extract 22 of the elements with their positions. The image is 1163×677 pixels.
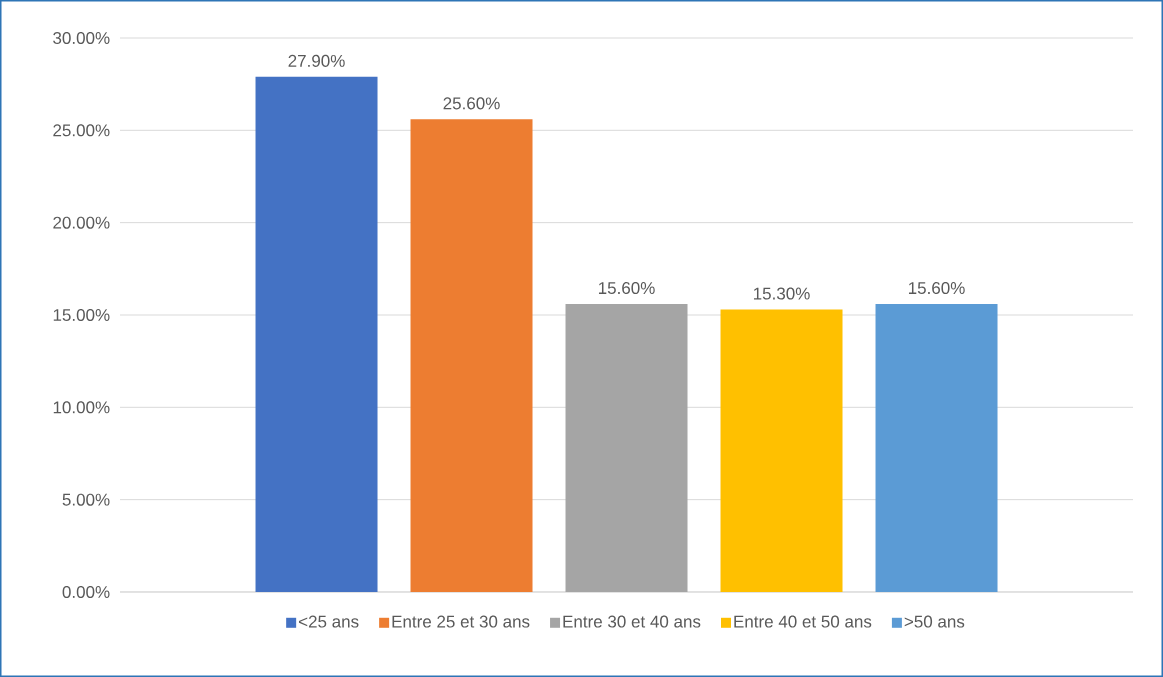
y-tick-label: 15.00% [53, 308, 110, 322]
y-tick-label: 0.00% [62, 585, 110, 599]
legend-label: Entre 30 et 40 ans [563, 615, 701, 628]
data-label: 15.30% [753, 287, 810, 300]
bar [875, 303, 998, 592]
bar [255, 76, 378, 592]
bar [720, 309, 843, 592]
data-label: 15.60% [908, 282, 965, 295]
legend-label: Entre 40 et 50 ans [734, 615, 872, 628]
y-tick-label: 30.00% [53, 31, 110, 45]
data-label: 15.60% [598, 282, 655, 295]
y-tick-label: 20.00% [53, 216, 110, 229]
legend-label: >50 ans [904, 615, 965, 628]
legend-label: <25 ans [298, 615, 359, 628]
data-label: 27.90% [288, 54, 345, 67]
legend-label: Entre 25 et 30 ans [392, 615, 530, 628]
y-tick-label: 25.00% [53, 124, 110, 137]
y-tick-label: 10.00% [53, 401, 110, 414]
bar [565, 303, 688, 592]
data-label: 25.60% [443, 97, 500, 110]
y-tick-label: 5.00% [62, 493, 110, 506]
bar [410, 119, 533, 592]
